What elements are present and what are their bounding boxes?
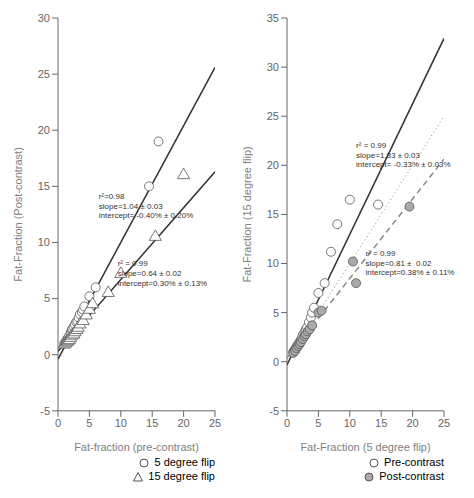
svg-text:25: 25 [209, 417, 221, 429]
html-text:5 degree flip: 5 degree flip [154, 455, 215, 468]
svg-text:r²=0.98slope=1.04 ± 0.03interc: r²=0.98slope=1.04 ± 0.03intercept= -0.40… [99, 192, 193, 220]
svg-text:Fat-Fraction (5 degree flip): Fat-Fraction (5 degree flip) [300, 441, 430, 453]
svg-text:0: 0 [284, 417, 290, 429]
svg-text:-5: -5 [40, 405, 50, 417]
svg-text:5: 5 [273, 307, 279, 319]
svg-text:10: 10 [38, 236, 50, 248]
svg-text:30: 30 [38, 12, 50, 24]
svg-text:25: 25 [438, 417, 450, 429]
svg-text:35: 35 [267, 12, 279, 24]
svg-text:Fat-Fraction (Post-contrast): Fat-Fraction (Post-contrast) [12, 147, 24, 281]
svg-text:r² = 0.99slope=1.33 ± 0.03inte: r² = 0.99slope=1.33 ± 0.03intercept= -0.… [356, 141, 450, 169]
svg-text:20: 20 [38, 124, 50, 136]
svg-text:10: 10 [115, 417, 127, 429]
html-text:15 degree flip: 15 degree flip [148, 469, 215, 482]
html-text:Pre-contrast: Pre-contrast [384, 455, 444, 468]
svg-text:Fat-Fraction (15 degree flip): Fat-Fraction (15 degree flip) [241, 146, 253, 282]
svg-text:20: 20 [406, 417, 418, 429]
svg-text:20: 20 [267, 159, 279, 171]
svg-text:0: 0 [44, 349, 50, 361]
svg-text:5: 5 [86, 417, 92, 429]
svg-text:5: 5 [315, 417, 321, 429]
svg-text:10: 10 [267, 257, 279, 269]
svg-text:20: 20 [177, 417, 189, 429]
svg-text:15: 15 [267, 208, 279, 220]
svg-text:r² = 0.99slope=0.64 ± 0.02inte: r² = 0.99slope=0.64 ± 0.02intercept=0.30… [118, 259, 208, 287]
svg-text:15: 15 [38, 180, 50, 192]
svg-text:0: 0 [55, 417, 61, 429]
svg-text:-5: -5 [269, 405, 279, 417]
svg-text:25: 25 [38, 68, 50, 80]
svg-text:5: 5 [44, 292, 50, 304]
html-text:Post-contrast: Post-contrast [379, 469, 444, 482]
svg-text:r² = 0.99slope=0.81 ± 0.02int: r² = 0.99slope=0.81 ± 0.02intercept=0.38… [366, 249, 455, 277]
svg-text:15: 15 [146, 417, 158, 429]
svg-text:25: 25 [267, 110, 279, 122]
svg-text:10: 10 [344, 417, 356, 429]
svg-text:Fat-fraction (pre-contrast): Fat-fraction (pre-contrast) [74, 441, 199, 453]
svg-text:30: 30 [267, 61, 279, 73]
svg-text:0: 0 [273, 356, 279, 368]
svg-text:15: 15 [375, 417, 387, 429]
